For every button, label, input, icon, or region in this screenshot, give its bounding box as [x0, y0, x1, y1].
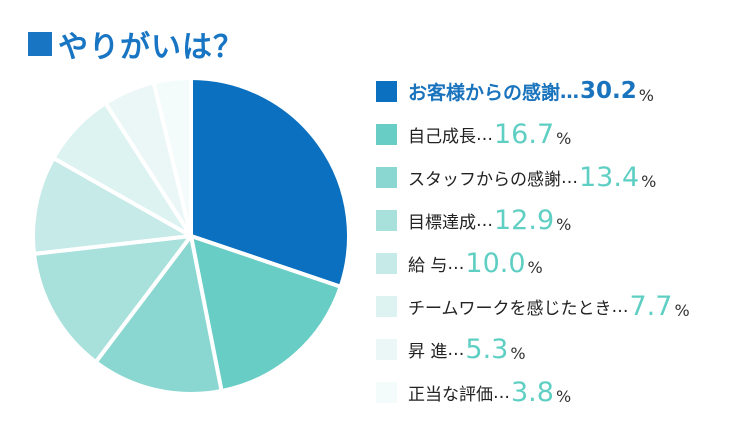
legend-item: スタッフからの感謝… 13.4% [376, 156, 746, 199]
legend-swatch [376, 167, 397, 188]
legend-label: 目標達成 [408, 213, 476, 233]
percent-unit: % [555, 387, 572, 406]
pie-slice-3 [93, 234, 224, 396]
legend-swatch [376, 339, 397, 360]
data-label: 5.3 [465, 334, 509, 365]
legend-ellipsis: … [476, 124, 493, 145]
data-label: 16.7 [494, 119, 555, 150]
legend-label: 自己成長 [408, 127, 476, 147]
legend-ellipsis: … [476, 210, 493, 231]
data-label: 12.9 [494, 205, 555, 236]
legend-ellipsis: … [560, 80, 580, 103]
legend-label: スタッフからの感謝 [408, 170, 561, 190]
legend-item: 目標達成… 12.9% [376, 199, 746, 242]
percent-unit: % [556, 215, 572, 234]
legend-item: 自己成長… 16.7% [376, 113, 746, 156]
legend-item: お客様からの感謝… 30.2% [376, 70, 746, 113]
pie-slice-4 [32, 234, 193, 365]
chart-title: やりがいは？ [28, 22, 244, 66]
legend-swatch [376, 81, 397, 102]
legend-ellipsis: … [447, 253, 465, 274]
legend-item: 正当な評価… 3.8% [376, 371, 746, 414]
pie-chart [31, 76, 351, 396]
legend-label: 昇 進 [408, 342, 448, 362]
percent-unit: % [641, 172, 657, 191]
legend-swatch [376, 382, 397, 403]
chart-title-text: やりがいは？ [58, 30, 244, 65]
legend-swatch [376, 210, 397, 231]
pie-slice-8 [151, 76, 193, 238]
percent-unit: % [674, 301, 690, 320]
legend-swatch [376, 296, 397, 317]
legend-ellipsis: … [611, 296, 629, 317]
legend: お客様からの感謝… 30.2% 自己成長… 16.7% スタッフからの感謝… 13.4% 目… [376, 70, 746, 414]
percent-unit: % [556, 129, 572, 148]
legend-ellipsis: … [561, 167, 578, 188]
legend-ellipsis: … [493, 382, 510, 403]
legend-item: チームワークを感じたとき… 7.7% [376, 285, 746, 328]
legend-item: 給 与… 10.0% [376, 242, 746, 285]
percent-unit: % [510, 344, 526, 363]
pie-slice-1 [189, 76, 351, 289]
legend-item: 昇 進… 5.3% [376, 328, 746, 371]
percent-unit: % [638, 86, 654, 105]
legend-label: 正当な評価 [408, 385, 493, 405]
legend-label: お客様からの感謝 [408, 82, 561, 104]
data-label: 10.0 [465, 248, 526, 279]
legend-label: チームワークを感じたとき [408, 299, 612, 319]
data-label: 13.4 [579, 162, 640, 193]
pie-slice-5 [31, 156, 193, 256]
pie-slice-2 [189, 234, 343, 394]
data-label: 30.2 [580, 78, 637, 104]
data-label: 3.8 [511, 377, 554, 408]
legend-ellipsis: … [447, 339, 465, 360]
legend-swatch [376, 124, 397, 145]
legend-swatch [376, 253, 397, 274]
percent-unit: % [527, 258, 543, 277]
legend-label: 給 与 [408, 256, 448, 276]
data-label: 7.7 [629, 291, 673, 322]
title-square-marker [28, 32, 52, 56]
